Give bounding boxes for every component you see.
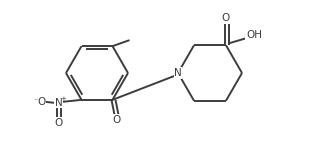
Text: N: N	[174, 68, 182, 78]
Text: ⁻: ⁻	[33, 96, 38, 105]
Text: O: O	[37, 97, 46, 107]
Text: O: O	[222, 13, 230, 23]
Text: OH: OH	[246, 30, 262, 40]
Text: O: O	[112, 115, 121, 125]
Text: +: +	[60, 96, 66, 102]
Text: O: O	[54, 118, 63, 128]
Text: N: N	[55, 98, 62, 108]
